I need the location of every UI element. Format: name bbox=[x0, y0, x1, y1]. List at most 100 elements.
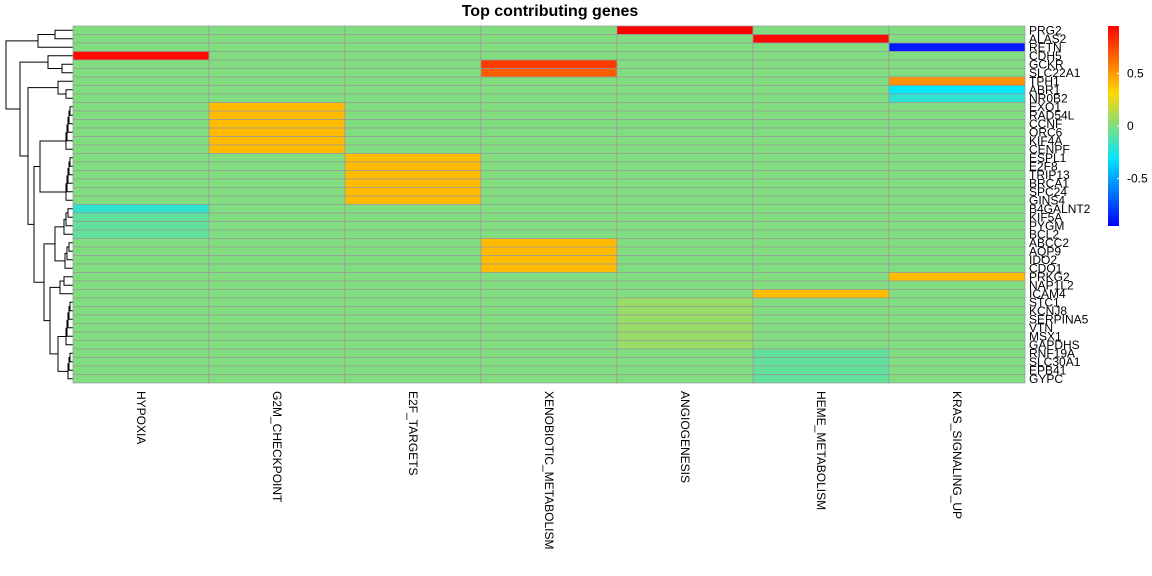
row-label: KCNJ8 bbox=[1029, 304, 1067, 318]
dendrogram-branch bbox=[65, 89, 73, 99]
heatmap-cell bbox=[480, 297, 618, 307]
heatmap-cell bbox=[888, 255, 1026, 265]
heatmap-cell bbox=[752, 204, 890, 214]
heatmap-cell bbox=[616, 102, 754, 112]
row-label: SLC30A1 bbox=[1029, 355, 1081, 369]
heatmap-cell bbox=[616, 42, 754, 52]
row-label: KIF4A bbox=[1029, 134, 1062, 148]
row-label: EPB41 bbox=[1029, 363, 1067, 377]
heatmap-cell bbox=[480, 212, 618, 222]
heatmap-cell bbox=[752, 374, 890, 384]
heatmap-cell bbox=[616, 178, 754, 188]
heatmap-cell bbox=[888, 153, 1026, 163]
heatmap-cell bbox=[72, 42, 210, 52]
dendrogram-branch bbox=[54, 29, 73, 40]
heatmap-cell bbox=[208, 238, 346, 248]
heatmap-cell bbox=[888, 357, 1026, 367]
heatmap-cell bbox=[480, 340, 618, 350]
heatmap-cell bbox=[208, 136, 346, 146]
row-label: CENPF bbox=[1029, 142, 1070, 156]
heatmap-cell bbox=[344, 212, 482, 222]
heatmap-cell bbox=[480, 136, 618, 146]
heatmap-cell bbox=[888, 144, 1026, 154]
row-label: TRIP13 bbox=[1029, 168, 1070, 182]
heatmap-cell bbox=[888, 374, 1026, 384]
heatmap-cell bbox=[752, 136, 890, 146]
heatmap-cell bbox=[616, 127, 754, 137]
heatmap-cell bbox=[480, 127, 618, 137]
heatmap-cell bbox=[208, 365, 346, 375]
heatmap-cell bbox=[344, 238, 482, 248]
row-label: RNF19A bbox=[1029, 346, 1075, 360]
heatmap-cell bbox=[616, 68, 754, 78]
row-label: SERPINA5 bbox=[1029, 312, 1089, 326]
heatmap-cell bbox=[72, 25, 210, 35]
heatmap-cell bbox=[72, 170, 210, 180]
heatmap-cell bbox=[208, 110, 346, 120]
heatmap-cell bbox=[208, 34, 346, 44]
heatmap-cell bbox=[888, 195, 1026, 205]
heatmap-cell bbox=[888, 59, 1026, 69]
heatmap-cell bbox=[480, 331, 618, 341]
heatmap-cell bbox=[72, 255, 210, 265]
legend-tick-label: 0.5 bbox=[1127, 66, 1144, 80]
dendrogram-branch bbox=[63, 276, 73, 286]
heatmap-cell bbox=[480, 263, 618, 273]
heatmap-cell bbox=[208, 170, 346, 180]
heatmap-cell bbox=[752, 195, 890, 205]
heatmap-cell bbox=[344, 153, 482, 163]
heatmap-cell bbox=[480, 323, 618, 333]
row-label: PRKG2 bbox=[1029, 270, 1070, 284]
column-label: XENOBIOTIC_METABOLISM bbox=[542, 391, 556, 549]
heatmap-cell bbox=[616, 187, 754, 197]
heatmap-cell bbox=[888, 34, 1026, 44]
row-dendrogram bbox=[5, 29, 73, 380]
heatmap-cell bbox=[72, 289, 210, 299]
heatmap-cell bbox=[208, 357, 346, 367]
heatmap-cell bbox=[480, 272, 618, 282]
heatmap-cell bbox=[752, 289, 890, 299]
heatmap-cell bbox=[888, 289, 1026, 299]
heatmap-cell bbox=[72, 76, 210, 86]
heatmap-cell bbox=[72, 212, 210, 222]
heatmap-cell bbox=[72, 246, 210, 256]
heatmap-cell bbox=[72, 178, 210, 188]
heatmap-cell bbox=[208, 374, 346, 384]
heatmap-cell bbox=[616, 76, 754, 86]
heatmap-cell bbox=[480, 102, 618, 112]
heatmap-cell bbox=[616, 59, 754, 69]
column-labels: HYPOXIA G2M_CHECKPOINT E2F_TARGETS XENOBIOT… bbox=[134, 391, 964, 549]
column-label: E2F_TARGETS bbox=[406, 391, 420, 475]
heatmap-cell bbox=[616, 357, 754, 367]
heatmap-cell bbox=[72, 238, 210, 248]
heatmap-cell bbox=[616, 221, 754, 231]
heatmap-cell bbox=[752, 59, 890, 69]
heatmap-cell bbox=[888, 323, 1026, 333]
heatmap-cell bbox=[344, 221, 482, 231]
heatmap-cell bbox=[480, 187, 618, 197]
heatmap-cell bbox=[752, 331, 890, 341]
dendrogram-branch bbox=[61, 63, 73, 74]
row-label: ORC6 bbox=[1029, 125, 1063, 139]
heatmap-cell bbox=[616, 195, 754, 205]
heatmap-cell bbox=[888, 229, 1026, 239]
heatmap-cell bbox=[480, 229, 618, 239]
heatmap-cell bbox=[752, 178, 890, 188]
heatmap-cell bbox=[752, 297, 890, 307]
heatmap-cell bbox=[208, 93, 346, 103]
heatmap-cell bbox=[752, 212, 890, 222]
column-label: KRAS_SIGNALING_UP bbox=[950, 391, 964, 519]
heatmap-cell bbox=[208, 119, 346, 129]
dendrogram-branch bbox=[63, 218, 73, 235]
heatmap-cell bbox=[752, 144, 890, 154]
heatmap-cell bbox=[616, 136, 754, 146]
heatmap-cell bbox=[344, 348, 482, 358]
heatmap-cell bbox=[616, 314, 754, 324]
heatmap-cell bbox=[208, 314, 346, 324]
heatmap-cell bbox=[752, 348, 890, 358]
heatmap-cell bbox=[208, 348, 346, 358]
heatmap-cell bbox=[208, 102, 346, 112]
heatmap-cell bbox=[752, 246, 890, 256]
heatmap-cell bbox=[344, 306, 482, 316]
